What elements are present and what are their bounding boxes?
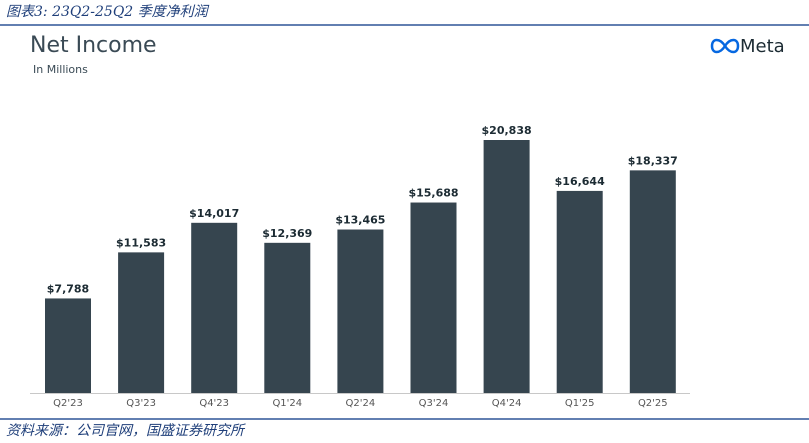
chart-title: Net Income — [30, 33, 157, 58]
value-label: $14,017 — [189, 207, 239, 220]
value-label: $13,465 — [335, 214, 385, 227]
value-label: $7,788 — [47, 282, 89, 295]
logo-icon — [710, 38, 740, 54]
x-tick-label: Q3'24 — [419, 398, 449, 409]
logo-text: Meta — [740, 36, 785, 57]
x-tick-label: Q2'25 — [638, 398, 668, 409]
x-tick-label: Q2'23 — [53, 398, 83, 409]
value-label: $20,838 — [482, 124, 532, 137]
bar — [629, 170, 676, 393]
x-tick-label: Q3'23 — [126, 398, 156, 409]
bar — [337, 229, 384, 393]
chart-subtitle: In Millions — [33, 63, 88, 76]
caption: 图表3: 23Q2-25Q2 季度净利润 — [6, 4, 210, 20]
bar — [410, 202, 457, 393]
x-tick-label: Q1'25 — [565, 398, 595, 409]
x-tick-label: Q2'24 — [346, 398, 376, 409]
x-tick-label: Q4'23 — [199, 398, 229, 409]
bar — [45, 298, 91, 393]
value-label: $15,688 — [408, 187, 458, 200]
source: 资料来源：公司官网，国盛证券研究所 — [6, 423, 246, 439]
x-tick-label: Q1'24 — [272, 398, 302, 409]
value-label: $16,644 — [555, 175, 605, 188]
bar — [191, 222, 238, 393]
bar — [556, 190, 603, 393]
bar — [118, 252, 165, 393]
value-label: $11,583 — [116, 236, 166, 249]
value-label: $12,369 — [262, 227, 312, 240]
bar — [483, 140, 530, 393]
value-label: $18,337 — [628, 154, 678, 167]
bar — [264, 242, 311, 393]
x-tick-label: Q4'24 — [492, 398, 522, 409]
